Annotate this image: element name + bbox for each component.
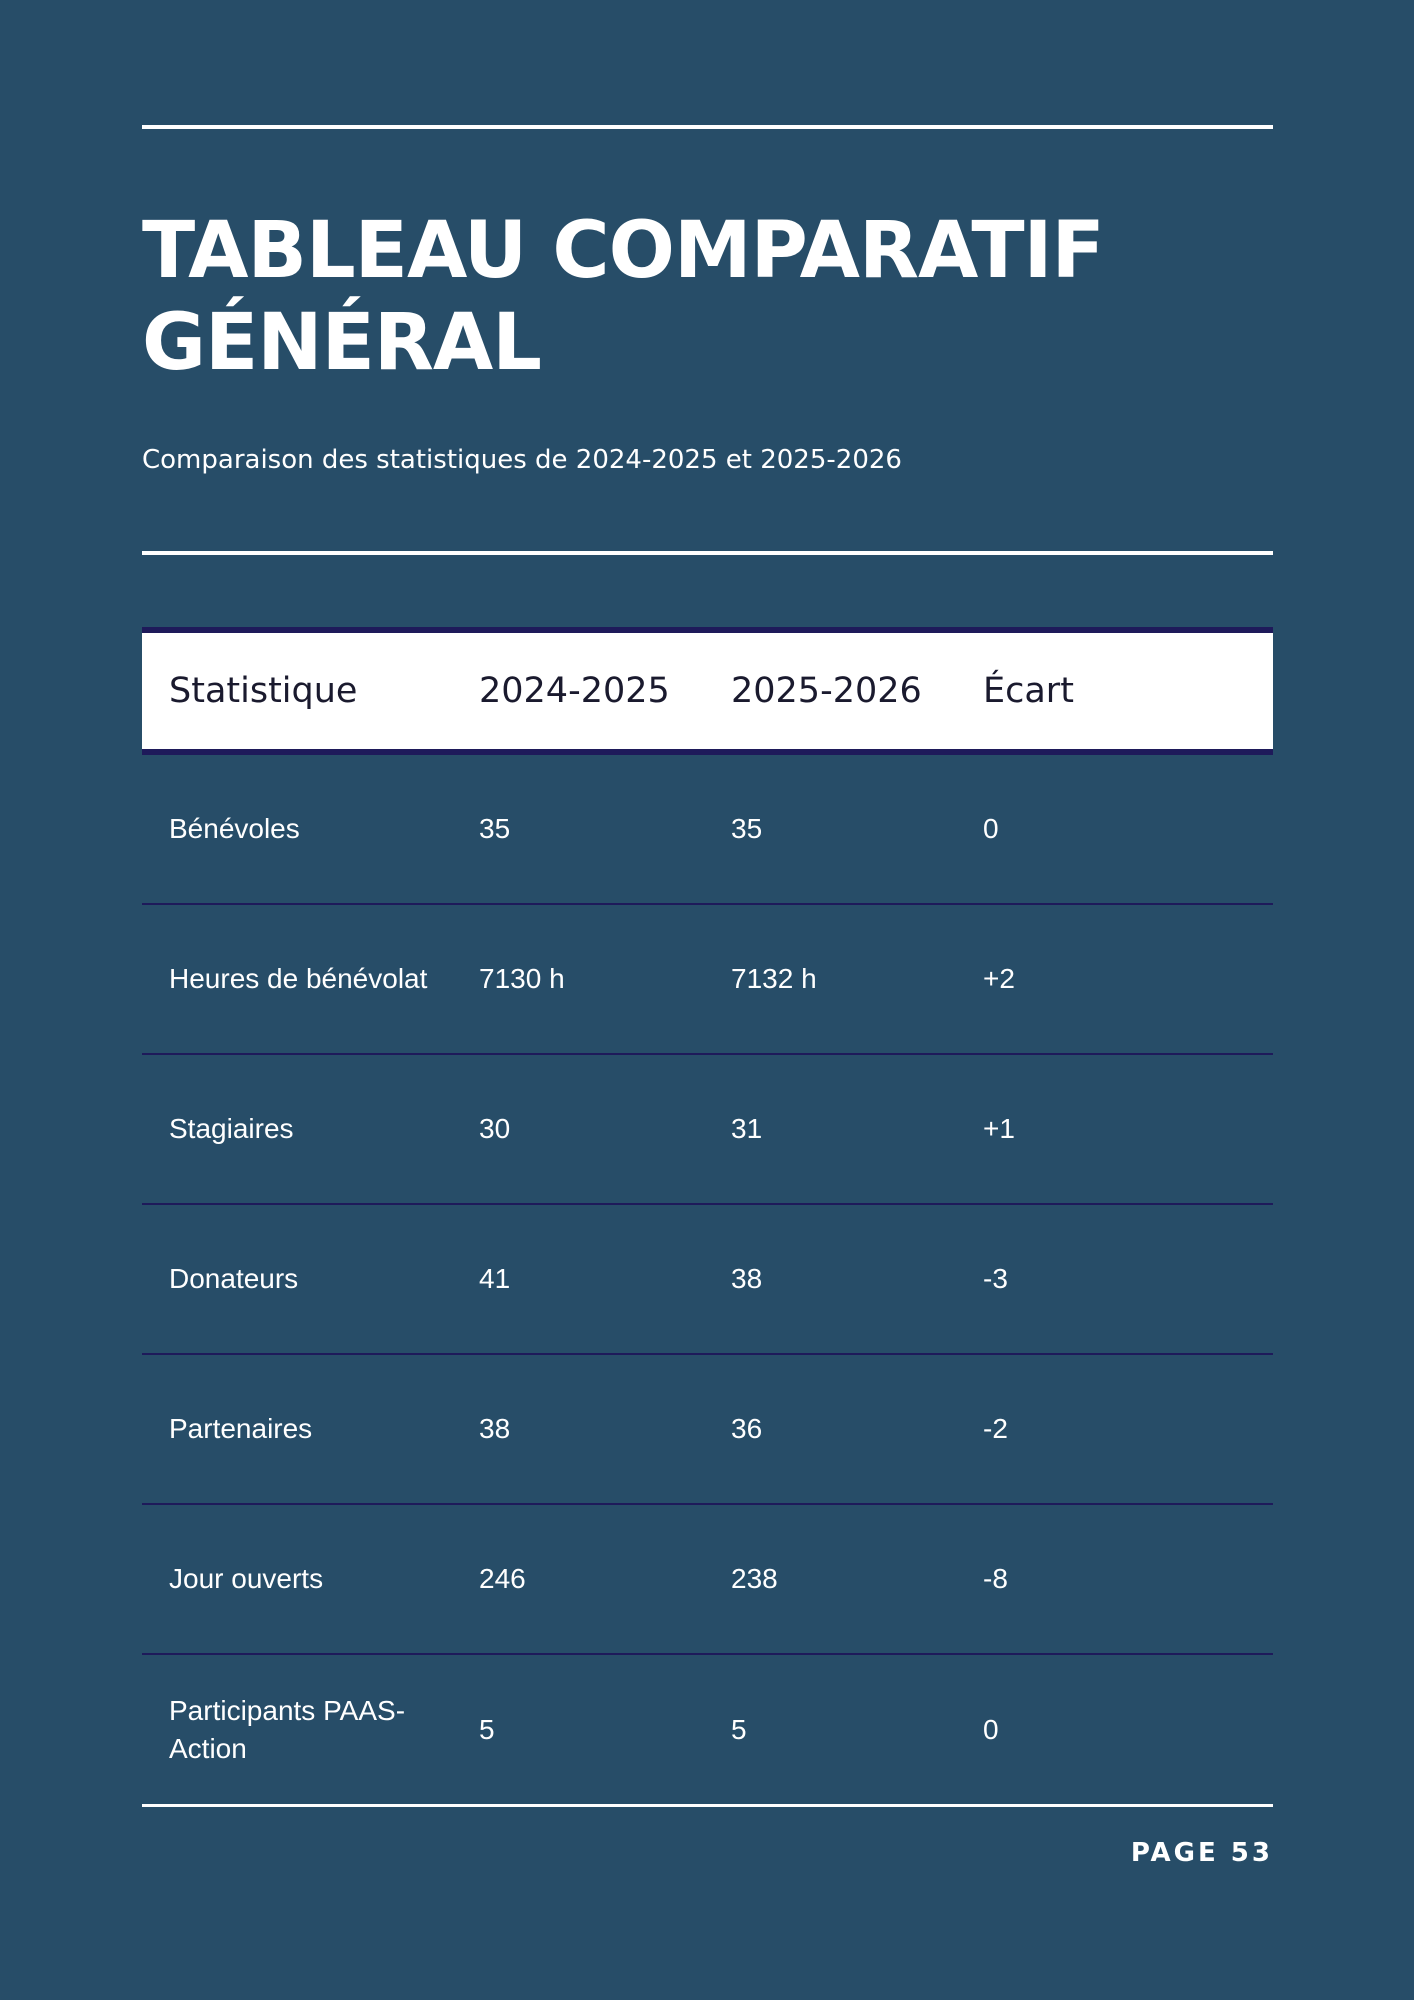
row-ecart: -8	[983, 1563, 1008, 1594]
comparison-table: Statistique 2024-2025 2025-2026 Écart Bé…	[142, 627, 1273, 1805]
page-subtitle: Comparaison des statistiques de 2024-202…	[142, 445, 902, 475]
row-ecart: -2	[983, 1413, 1008, 1444]
row-label: Stagiaires	[169, 1113, 294, 1144]
row-label: Heures de bénévolat	[169, 963, 428, 994]
table-row: Heures de bénévolat 7130 h 7132 h +2	[142, 905, 1273, 1055]
row-value-2025-2026: 5	[731, 1714, 747, 1745]
row-value-2025-2026: 38	[731, 1263, 763, 1294]
row-label: Bénévoles	[169, 813, 300, 844]
table-row: Participants PAAS-Action 5 5 0	[142, 1655, 1273, 1805]
row-label: Donateurs	[169, 1263, 299, 1294]
row-value-2025-2026: 31	[731, 1113, 763, 1144]
table-header: Statistique 2024-2025 2025-2026 Écart	[142, 627, 1273, 755]
header-2024-2025: 2024-2025	[479, 671, 670, 711]
row-value-2025-2026: 36	[731, 1413, 763, 1444]
table-row: Stagiaires 30 31 +1	[142, 1055, 1273, 1205]
row-value-2024-2025: 38	[479, 1413, 511, 1444]
row-ecart: +1	[983, 1113, 1015, 1144]
row-value-2025-2026: 7132 h	[731, 963, 817, 994]
row-label: Participants PAAS-Action	[169, 1695, 406, 1764]
row-ecart: +2	[983, 963, 1015, 994]
row-value-2024-2025: 246	[479, 1563, 526, 1594]
page-number: PAGE 53	[1130, 1838, 1273, 1868]
row-ecart: -3	[983, 1263, 1008, 1294]
row-ecart: 0	[983, 813, 999, 844]
header-statistique: Statistique	[169, 671, 358, 711]
table-row: Partenaires 38 36 -2	[142, 1355, 1273, 1505]
section-divider	[142, 551, 1273, 555]
page-title: TABLEAU COMPARATIF GÉNÉRAL	[142, 206, 1105, 388]
header-2025-2026: 2025-2026	[731, 671, 922, 711]
top-divider	[142, 125, 1273, 129]
row-value-2024-2025: 7130 h	[479, 963, 565, 994]
row-value-2024-2025: 30	[479, 1113, 511, 1144]
row-ecart: 0	[983, 1714, 999, 1745]
table-row: Jour ouverts 246 238 -8	[142, 1505, 1273, 1655]
row-value-2024-2025: 5	[479, 1714, 495, 1745]
table-row: Donateurs 41 38 -3	[142, 1205, 1273, 1355]
row-label: Jour ouverts	[169, 1563, 324, 1594]
bottom-divider	[142, 1804, 1273, 1807]
table-row: Bénévoles 35 35 0	[142, 755, 1273, 905]
row-value-2025-2026: 238	[731, 1563, 778, 1594]
row-label: Partenaires	[169, 1413, 313, 1444]
row-value-2025-2026: 35	[731, 813, 763, 844]
header-ecart: Écart	[983, 671, 1074, 711]
row-value-2024-2025: 41	[479, 1263, 511, 1294]
row-value-2024-2025: 35	[479, 813, 511, 844]
